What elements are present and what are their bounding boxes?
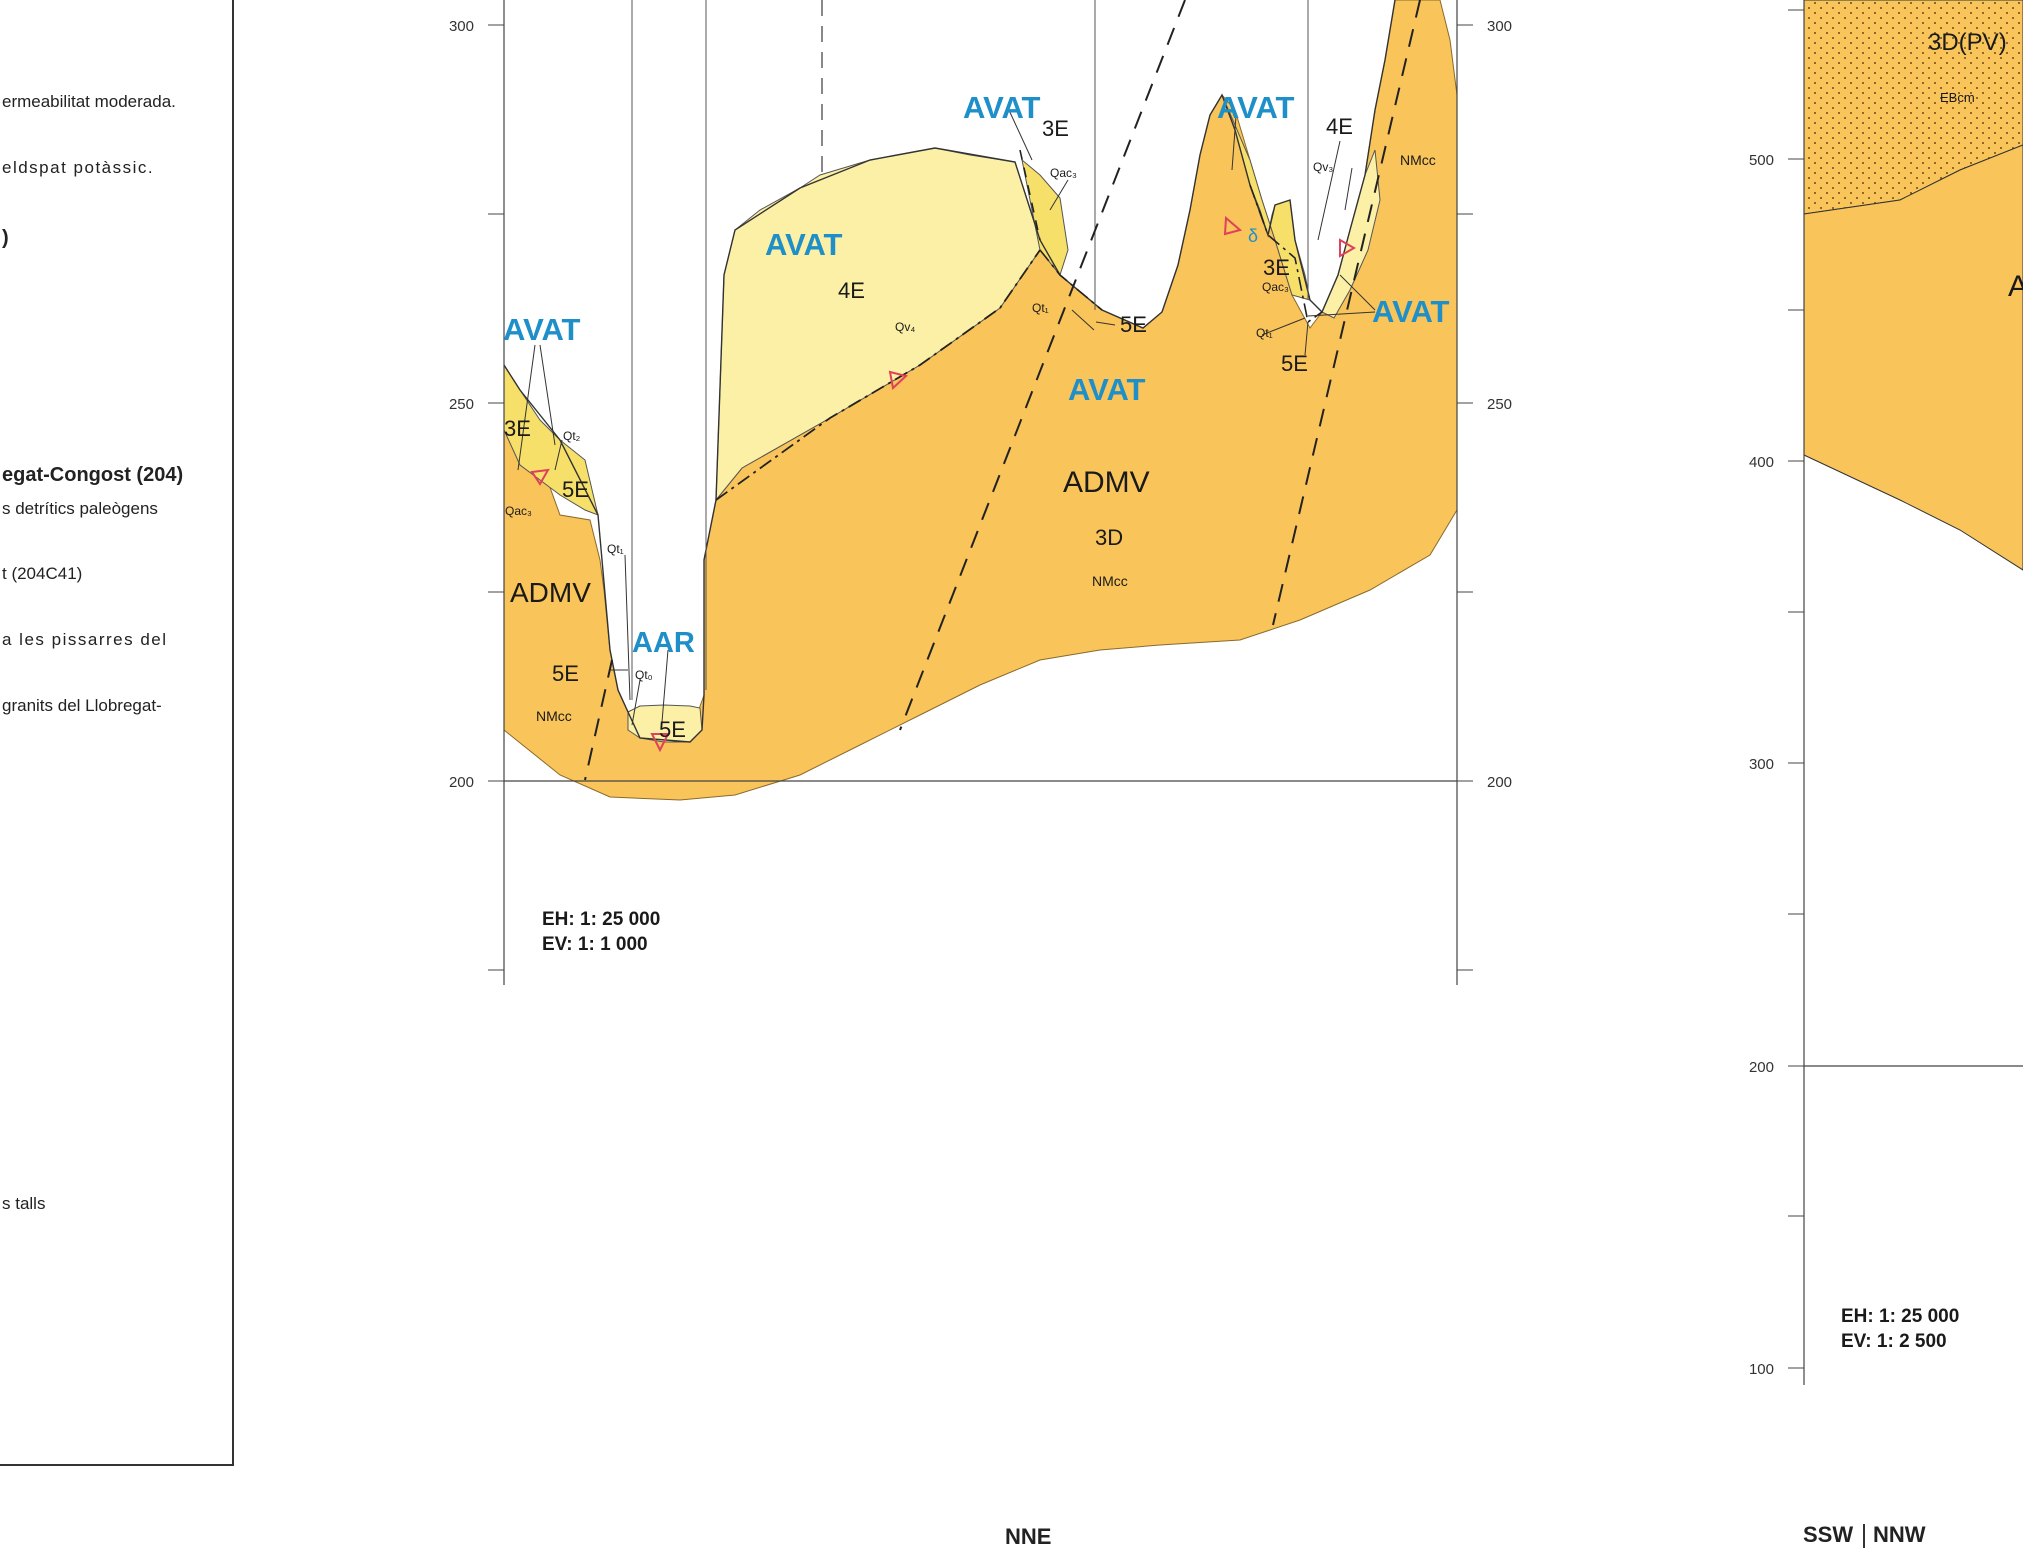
y-tick-label: 200 [449,774,474,791]
section-ssw: 500 400 300 200 100 3D(PV) EBcm A EH: 1:… [1749,0,2023,1385]
unit-nmcc: NMcc [536,708,572,724]
label-qv3: Qv₃ [1313,160,1333,174]
fault-line [584,659,613,781]
label-delta: δ [1248,226,1258,246]
label-qv4: Qv₄ [895,320,915,334]
orientation-label-ssw: SSW [1803,1522,1854,1547]
legend-line: eldspat potàssic. [2,158,155,177]
fault-line [1272,0,1421,626]
legend-line: s talls [2,1194,46,1213]
horizontal-scale: EH: 1: 25 000 [542,909,660,930]
label-qt1: Qt₁ [1032,301,1049,315]
unit-5e: 5E [659,717,686,742]
unit-5e: 5E [1281,351,1308,376]
label-qt2: Qt₂ [563,429,581,443]
contact-line [715,249,1041,501]
unit-4e: 4E [838,278,865,303]
contact-line [1039,249,1103,311]
vertical-scale: EV: 1: 1 000 [542,934,648,955]
avat-label: AVAT [1372,294,1450,329]
orientation-label-nnw: NNW [1873,1522,1926,1547]
y-tick-label: 400 [1749,454,1774,471]
y-tick-label: 300 [1749,756,1774,773]
label-qt1: Qt₁ [1256,326,1273,340]
sample-triangle [650,733,670,753]
legend-line: s detrítics paleògens [2,499,158,518]
legend-line: ) [2,227,9,249]
quaternary-labels: Qt₂ Qac₃ Qt₁ Qt₀ Qv₄ Qac₃ Qt₁ Qac₃ Qt₁ Q… [505,160,1333,682]
unit-3dpv: 3D(PV) [1928,29,2007,56]
legend-panel: ermeabilitat moderada. eldspat potàssic.… [0,0,234,1466]
unit-5e: 5E [562,477,589,502]
vertical-scale: EV: 1: 2 500 [1841,1331,1947,1352]
sample-triangle [1223,215,1243,236]
legend-line: granits del Llobregat- [2,696,162,715]
label-qac3: Qac₃ [1050,166,1077,180]
unit-nmcc: NMcc [1400,152,1436,168]
legend-line: t (204C41) [2,564,83,583]
y-tick-label: 250 [1487,396,1512,413]
unit-3e: 3E [504,416,531,441]
aquifer-labels: AVAT AAR AVAT AVAT AVAT AVAT AVAT [503,90,1450,659]
avat-label: AVAT [963,90,1041,125]
label-qt0: Qt₀ [635,668,653,682]
section-divider [1863,1524,1865,1548]
y-tick-label: 300 [1487,18,1512,35]
aar-label: AAR [632,627,695,659]
label-qac3: Qac₃ [1262,280,1289,294]
unit-5e: 5E [552,661,579,686]
y-tick-label: 300 [449,18,474,35]
fault-line [1019,149,1041,241]
leader-lines [517,107,1376,726]
contact-line [1249,184,1323,324]
horizontal-scale: EH: 1: 25 000 [1841,1306,1959,1327]
fault-line [899,0,1186,731]
avat-label: AVAT [503,312,581,347]
unit-nmcc: NMcc [1092,573,1128,589]
unit-3e: 3E [1263,255,1290,280]
unit-3d: 3D [1095,525,1123,550]
label-qt1: Qt₁ [607,542,624,556]
unit-labels: 3E 5E ADMV 5E NMcc 5E 4E 3E 5E ADMV 3D N… [504,114,1436,742]
label-qac3: Qac₃ [505,504,532,518]
unit-admv-right [1803,144,2023,571]
legend-line: a les pissarres del [2,630,168,649]
sample-triangle [1339,238,1357,258]
section-nne: 300 250 200 300 250 200 [449,0,1512,985]
sample-triangle [888,370,909,390]
legend-line: ermeabilitat moderada. [2,92,176,111]
y-tick-label: 200 [1487,774,1512,791]
y-tick-label: 100 [1749,1361,1774,1378]
unit-admv: ADMV [510,577,591,608]
avat-label: AVAT [1217,90,1295,125]
legend-heading: egat-Congost (204) [2,464,184,486]
y-tick-label: 500 [1749,152,1774,169]
unit-5e: 5E [1120,312,1147,337]
sample-triangle [530,468,550,486]
unit-3e: 3E [1042,116,1069,141]
unit-cut-label: A [2008,270,2023,303]
orientation-label-nne: NNE [1005,1524,1052,1549]
unit-admv: ADMV [1063,466,1150,499]
y-tick-label: 250 [449,396,474,413]
y-tick-label: 200 [1749,1059,1774,1076]
unit-4e: 4E [1326,114,1353,139]
avat-label: AVAT [765,227,843,262]
avat-label: AVAT [1068,372,1146,407]
unit-ebcm: EBcm [1940,90,1975,105]
